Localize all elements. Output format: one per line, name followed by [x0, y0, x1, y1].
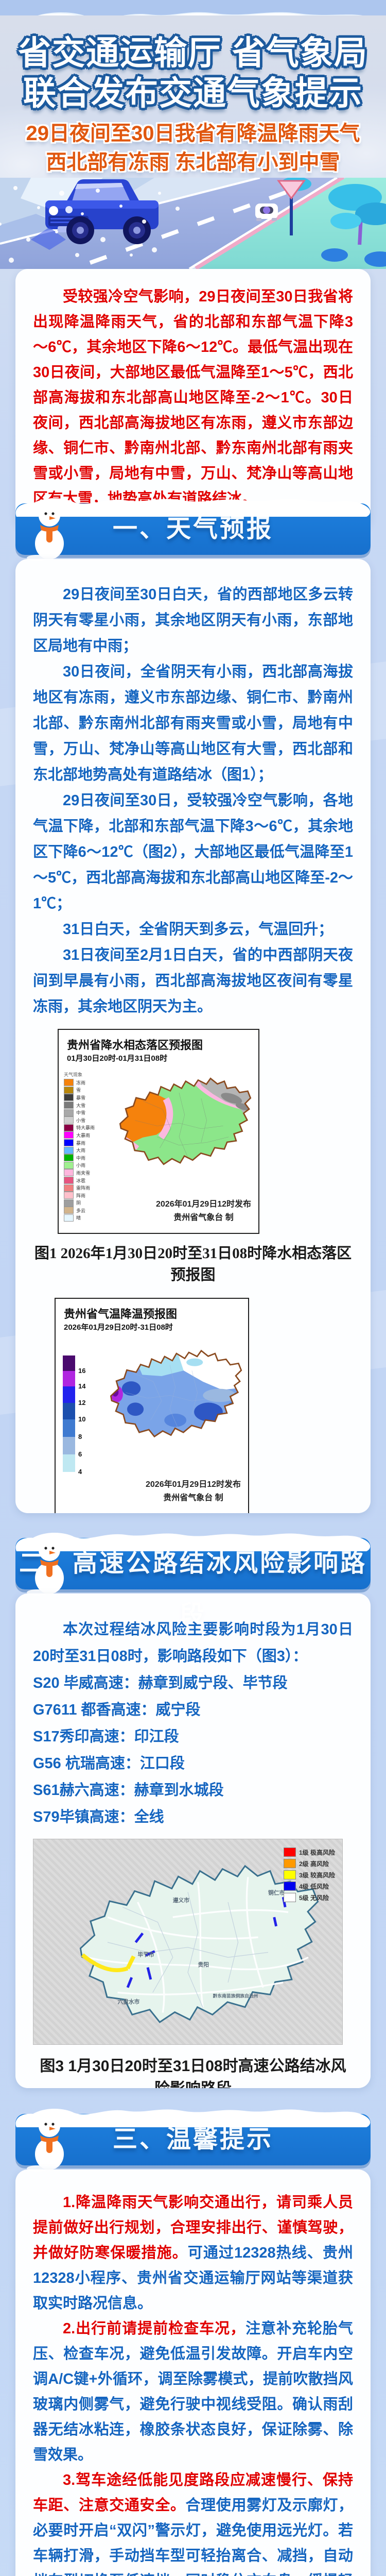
tips-card: 1.降温降雨天气影响交通出行，请司乘人员提前做好出行规划，合理安排出行、谨慎驾驶… — [15, 2170, 371, 2576]
forecast-p3: 29日夜间至30日，受较强冷空气影响，各地气温下降，北部和东部气温下降3～6℃，… — [33, 792, 353, 912]
road-item: S79毕镇高速：全线 — [33, 1809, 164, 1825]
road-item: G7611 都香高速：威宁段 — [33, 1702, 201, 1718]
poster-subtitle-line2: 西北部有冻雨 东北部有小到中雪 — [46, 151, 340, 174]
snow-cap — [15, 498, 371, 517]
section-title: 一、天气预报 — [112, 515, 273, 543]
guizhou-cooling-map — [110, 1349, 242, 1438]
poster-title-line1: 省交通运输厅 省气象局 — [18, 35, 368, 72]
snowflakes — [0, 186, 180, 263]
legend-item: 中雪 — [64, 1109, 95, 1116]
tip-item: 1.降温降雨天气影响交通出行，请司乘人员提前做好出行规划，合理安排出行、谨慎驾驶… — [33, 2194, 353, 2312]
forecast-p2: 30日夜间，全省阴天有小雨，西北部高海拔地区有冻雨，遵义市东部边缘、铜仁市、黔南… — [33, 664, 353, 783]
legend-item: 多云 — [64, 1207, 95, 1214]
legend-item: 特大暴雨 — [64, 1124, 95, 1132]
legend-item: 小雨 — [64, 1161, 95, 1170]
figure1-caption: 图1 2026年1月30日20时至31日08时降水相态落区预报图 — [34, 1245, 352, 1283]
legend-item: 1级 极高风险 — [283, 1846, 335, 1858]
legend-item: 4级 低风险 — [283, 1880, 335, 1892]
poster-subtitle-line1: 29日夜间至30日我省有降温降雨天气 — [26, 122, 360, 145]
ice-risk-intro: 本次过程结冰风险主要影响时段为1月30日20时至31日08时，影响路段如下（图3… — [33, 1621, 353, 1665]
summary-card: 受较强冷空气影响，29日夜间至30日我省将出现降温降雨天气，省的北部和东部气温下… — [15, 269, 371, 528]
legend-item: 阵雨 — [64, 1192, 95, 1199]
figure3-caption: 图3 1月30日20时至31日08时高速公路结冰风险影响路段 — [40, 2058, 346, 2088]
figure3-ice-risk-map: 遵义市 铜仁市 毕节市 贵阳 六盘水市 黔东南苗族侗族自治州 1级 极高风险 2… — [33, 1839, 343, 2045]
highway-ice-risk-card: 本次过程结冰风险主要影响时段为1月30日20时至31日08时，影响路段如下（图3… — [15, 1594, 371, 2088]
map-title: 贵州省降水相态落区预报图 — [67, 1039, 203, 1052]
section-title: 三、温馨提示 — [112, 2126, 273, 2153]
legend-item: 暴雪 — [64, 1094, 95, 1101]
guizhou-precip-map — [119, 1077, 252, 1165]
risk-legend: 1级 极高风险 2级 高风险 3级 较高风险 4级 低风险 5级 无风险 — [283, 1846, 335, 1903]
winter-road-illustration — [0, 178, 386, 269]
section-header-tips: 三、温馨提示 — [15, 2108, 371, 2172]
legend-title: 天气现象 — [64, 1072, 83, 1077]
map-period: 01月30日20时-01月31日08时 — [67, 1054, 168, 1063]
road-sign-icon — [277, 180, 306, 235]
issue-note: 2026年01月29日12时发布 贵州省气象台 制 — [156, 1200, 251, 1222]
forecast-p4: 31日白天，全省阴天到多云，气温回升； — [63, 921, 334, 938]
svg-text:贵阳: 贵阳 — [198, 1961, 208, 1968]
section-header-weather-forecast: 一、天气预报 — [15, 498, 371, 561]
svg-text:遵义市: 遵义市 — [173, 1897, 189, 1904]
legend-item: 雷阵雨 — [64, 1184, 95, 1192]
legend-item: 3级 较高风险 — [283, 1869, 335, 1880]
legend-item: 暴雨 — [64, 1139, 95, 1147]
map-legend: 天气现象 冻雨 雪 暴雪 大雪 中雪 小雪 特大暴雨 大暴雨 暴雨 大雨 中雨 … — [64, 1071, 95, 1222]
tip-item: 2.出行前请提前检查车况，注意补充轮胎气压、检查车况，避免低温引发故障。开启车内… — [33, 2320, 353, 2463]
legend-item: 5级 无风险 — [283, 1892, 335, 1903]
legend-item: 大雪 — [64, 1101, 95, 1109]
map-title: 贵州省气温降温预报图 — [64, 1308, 178, 1320]
svg-text:六盘水市: 六盘水市 — [117, 1998, 139, 2005]
legend-item: 冻雨 — [64, 1079, 95, 1087]
legend-item: 阴 — [64, 1199, 95, 1207]
road-item: S61赫六高速：赫章到水城段 — [33, 1782, 224, 1799]
snowman-icon — [27, 505, 64, 561]
hero-header: 省交通运输厅 省气象局 联合发布交通气象提示 29日夜间至30日我省有降温降雨天… — [0, 15, 386, 178]
legend-item: 中雨 — [64, 1154, 95, 1162]
forecast-p5: 31日夜间至2月1日白天，省的中西部阴天夜间到早晨有小雨，西北部高海拔地区夜间有… — [33, 947, 353, 1015]
legend-item: 雨夹雪 — [64, 1169, 95, 1177]
figure1-precip-map: 贵州省降水相态落区预报图 01月30日20时-01月31日08时 天气现象 冻雨… — [58, 1029, 259, 1234]
section-header-highway-ice-risk: 二、高速公路结冰风险影响路段 — [15, 1532, 371, 1629]
road-item: S20 毕威高速：赫章到威宁段、毕节段 — [33, 1675, 288, 1691]
road-item: G56 杭瑞高速：江口段 — [33, 1755, 185, 1772]
map-period: 2026年01月29日20时-31日08时 — [64, 1323, 173, 1332]
cooling-legend-bar — [63, 1355, 76, 1472]
snowman-icon — [27, 1539, 64, 1596]
snowman-icon — [27, 2115, 64, 2172]
legend-item: 小雪 — [64, 1116, 95, 1124]
oncoming-car-icon — [255, 204, 278, 221]
weather-forecast-card: 29日夜间至30日白天，省的西部地区多云转阴天有零星小雨，其余地区阴天有小雨，东… — [15, 559, 371, 1513]
summary-text: 受较强冷空气影响，29日夜间至30日我省将出现降温降雨天气，省的北部和东部气温下… — [33, 289, 353, 507]
legend-item: 大雨 — [64, 1146, 95, 1154]
poster-title-line2: 联合发布交通气象提示 — [23, 75, 363, 112]
legend-item: 晴 — [64, 1214, 95, 1222]
guizhou-ice-risk-map: 遵义市 铜仁市 毕节市 贵阳 六盘水市 黔东南苗族侗族自治州 — [79, 1865, 319, 2023]
legend-item: 冰雹 — [64, 1177, 95, 1184]
legend-item: 2级 高风险 — [283, 1858, 335, 1869]
legend-item: 大暴雨 — [64, 1131, 95, 1139]
figure2-cooling-map: 贵州省气温降温预报图 2026年01月29日20时-31日08时 16 14 1… — [55, 1298, 249, 1513]
forecast-p1: 29日夜间至30日白天，省的西部地区多云转阴天有零星小雨，其余地区阴天有小雨，东… — [33, 586, 353, 654]
svg-text:黔东南苗族侗族自治州: 黔东南苗族侗族自治州 — [213, 1993, 258, 1998]
road-item: S17秀印高速：印江段 — [33, 1728, 179, 1745]
svg-text:毕节市: 毕节市 — [138, 1951, 154, 1958]
jeep-icon — [31, 179, 159, 250]
issue-note: 2026年01月29日12时发布 贵州省气象台 制 — [146, 1480, 241, 1502]
tip-item: 3.驾车途经低能见度路段应减速慢行、保持车距、注意交通安全。合理使用雾灯及示廓灯… — [33, 2472, 353, 2576]
legend-item: 雪 — [64, 1086, 95, 1094]
svg-text:铜仁市: 铜仁市 — [268, 1889, 285, 1896]
